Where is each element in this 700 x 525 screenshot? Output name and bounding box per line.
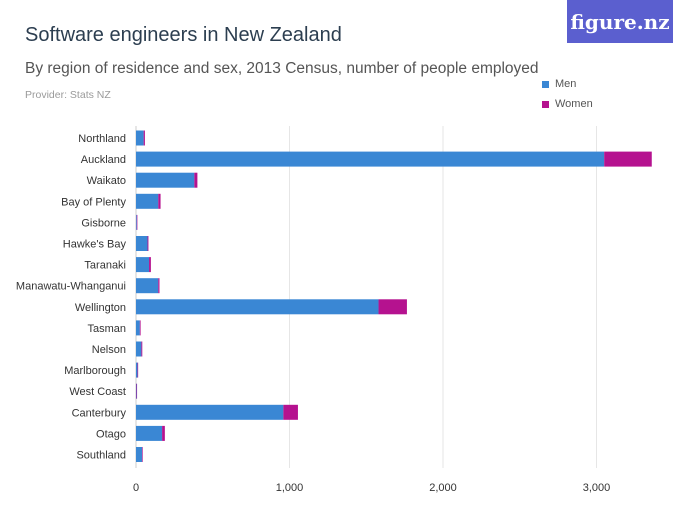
category-label: Otago	[96, 428, 126, 440]
bar-men	[136, 425, 163, 441]
category-label: Manawatu-Whanganui	[16, 281, 126, 293]
legend-item-men: Men	[542, 74, 593, 94]
bar-women	[604, 151, 652, 167]
category-label: Waikato	[87, 175, 126, 187]
category-label: Auckland	[81, 154, 126, 166]
x-tick-label: 3,000	[583, 482, 611, 494]
category-label: Northland	[78, 133, 126, 145]
chart-subtitle: By region of residence and sex, 2013 Cen…	[25, 60, 539, 77]
bar-women	[136, 383, 138, 399]
figure-nz-logo[interactable]: figure.nz	[567, 0, 673, 43]
bar-women	[283, 404, 298, 420]
bar-women	[143, 130, 145, 146]
category-label: Southland	[76, 450, 126, 462]
category-label: Wellington	[75, 302, 126, 314]
bar-women	[158, 278, 160, 294]
category-label: Taranaki	[84, 260, 126, 272]
bar-men	[136, 172, 195, 188]
legend: Men Women	[542, 74, 593, 114]
bar-men	[136, 447, 143, 462]
bar-women	[137, 362, 139, 378]
bar-women	[142, 447, 143, 462]
bar-women	[147, 236, 149, 251]
bar-men	[136, 151, 605, 167]
category-label: West Coast	[69, 386, 126, 398]
bar-men	[136, 257, 150, 273]
provider-label: Provider: Stats NZ	[25, 89, 111, 101]
category-label: Bay of Plenty	[61, 196, 126, 208]
legend-item-women: Women	[542, 94, 593, 114]
category-label: Nelson	[92, 344, 126, 356]
legend-swatch-men	[542, 80, 549, 88]
bar-women	[139, 320, 141, 336]
bar-women	[141, 341, 143, 357]
category-label: Gisborne	[81, 217, 126, 229]
bar-women	[136, 214, 138, 230]
bar-women	[162, 425, 165, 441]
bar-women	[149, 257, 151, 273]
legend-swatch-women	[542, 100, 549, 108]
bar-men	[136, 362, 138, 378]
bar-men	[136, 193, 159, 209]
bar-men	[136, 214, 137, 230]
bar-men	[136, 320, 140, 336]
bar-women	[378, 299, 407, 315]
category-label: Marlborough	[64, 365, 126, 377]
category-label: Hawke's Bay	[63, 239, 127, 251]
legend-label-men: Men	[555, 78, 577, 90]
bar-men	[136, 404, 284, 420]
bar-men	[136, 278, 159, 294]
category-label: Canterbury	[72, 407, 127, 419]
chart-title: Software engineers in New Zealand	[25, 24, 342, 46]
x-tick-label: 2,000	[429, 482, 457, 494]
bar-men	[136, 130, 144, 146]
category-label: Tasman	[87, 323, 126, 335]
bar-men	[136, 383, 137, 399]
bar-women	[194, 172, 198, 188]
bar-men	[136, 236, 148, 251]
bar-men	[136, 299, 379, 315]
x-tick-label: 1,000	[276, 482, 304, 494]
bar-men	[136, 341, 142, 357]
x-tick-label: 0	[133, 482, 139, 494]
legend-label-women: Women	[555, 98, 593, 110]
bar-women	[158, 193, 161, 209]
